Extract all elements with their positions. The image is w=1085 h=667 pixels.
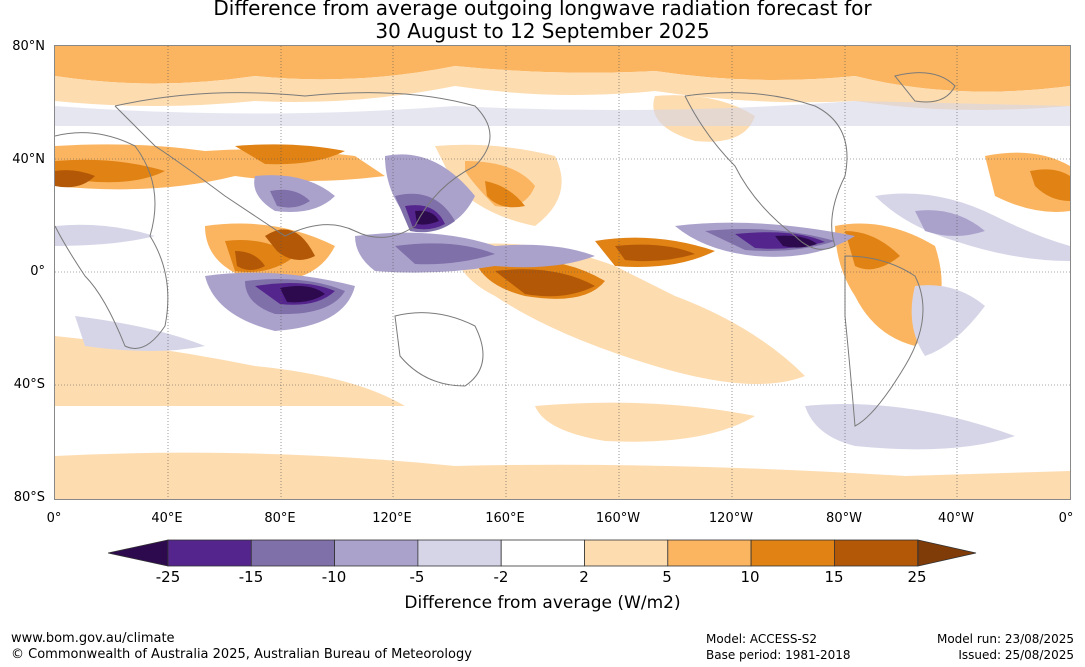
model-run-text: Model run: 23/08/2025: [936, 632, 1074, 646]
colorbar-swatch: [834, 539, 919, 567]
website-text: www.bom.gov.au/climate: [11, 631, 175, 646]
colorbar-swatch: [750, 539, 835, 567]
lat-label-80s: 80°S: [13, 490, 45, 505]
colorbar-swatch: [667, 539, 752, 567]
map-title-line2: 30 August to 12 September 2025: [375, 19, 710, 43]
colorbar-title: Difference from average (W/m2): [404, 593, 681, 613]
lon-label-0-east: 0°: [1058, 511, 1074, 526]
anomaly-fill-layer: [55, 46, 1070, 499]
colorbar-swatch: [500, 539, 585, 567]
anomaly-map-canvas: [55, 46, 1070, 499]
colorbar-high-arrow: [917, 539, 977, 567]
lon-label-80e: 80°E: [264, 511, 296, 526]
map-title-line1: Difference from average outgoing longwav…: [213, 0, 872, 20]
colorbar-swatch: [250, 539, 336, 567]
colorbar-tick-label: -2: [493, 568, 509, 586]
lon-label-120e: 120°E: [372, 511, 412, 526]
lon-label-160e: 160°E: [485, 511, 525, 526]
colorbar-tick-label: -10: [321, 568, 347, 586]
colorbar-tick-label: 5: [662, 568, 672, 586]
colorbar-tick-label: 25: [907, 568, 927, 586]
model-text: Model: ACCESS-S2: [706, 632, 818, 646]
colorbar-tick-label: 15: [824, 568, 844, 586]
lon-label-40e: 40°E: [151, 511, 183, 526]
lat-label-80n: 80°N: [12, 39, 45, 54]
colorbar-tick-label: 10: [740, 568, 760, 586]
graticule: [55, 46, 1070, 499]
copyright-text: © Commonwealth of Australia 2025, Austra…: [11, 647, 472, 662]
coastline-layer: [55, 72, 956, 427]
lon-label-0-west: 0°: [46, 511, 62, 526]
lon-label-120w: 120°W: [708, 511, 754, 526]
lon-label-40w: 40°W: [938, 511, 974, 526]
colorbar-tick-label: -15: [238, 568, 264, 586]
lon-label-80w: 80°W: [826, 511, 862, 526]
base-period-text: Base period: 1981-2018: [706, 648, 851, 662]
colorbar-swatches: [167, 539, 919, 567]
colorbar: [108, 539, 977, 567]
colorbar-low-arrow: [108, 539, 169, 567]
colorbar-swatch: [417, 539, 502, 567]
colorbar-tick-label: -25: [155, 568, 181, 586]
lat-label-40n: 40°N: [12, 152, 45, 167]
lon-label-160w: 160°W: [595, 511, 641, 526]
colorbar-tick-label: -5: [409, 568, 425, 586]
colorbar-swatch: [584, 539, 669, 567]
lat-label-40s: 40°S: [13, 377, 45, 392]
lat-label-equator: 0°: [30, 264, 45, 279]
anomaly-map: [54, 45, 1071, 500]
issued-text: Issued: 25/08/2025: [958, 648, 1074, 662]
colorbar-tick-label: 2: [579, 568, 589, 586]
colorbar-swatch: [167, 539, 252, 567]
colorbar-swatch: [334, 539, 419, 567]
